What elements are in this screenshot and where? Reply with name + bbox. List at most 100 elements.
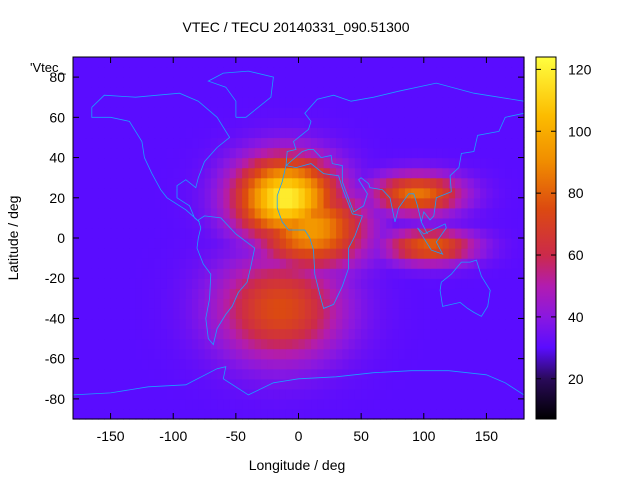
heatmap-cell [98,157,105,169]
coastline [417,223,447,255]
heatmap-cell [498,328,506,340]
heatmap-cell [160,127,168,139]
heatmap-cell [248,127,256,139]
heatmap-cell [311,328,318,340]
heatmap-cell [148,207,156,219]
heatmap-cell [166,318,174,330]
y-tick-label: 80 [49,69,65,85]
heatmap-cell [386,258,394,269]
heatmap-cell [386,117,394,128]
heatmap-cell [442,187,450,199]
heatmap-cell [304,187,312,199]
heatmap-cell [292,348,300,360]
heatmap-cell [273,398,281,410]
heatmap-cell [110,358,118,370]
heatmap-cell [135,157,143,169]
heatmap-cell [73,227,80,239]
heatmap-cell [110,127,118,139]
heatmap-cell [135,77,143,88]
heatmap-cell [254,238,262,249]
heatmap-cell [273,87,281,98]
heatmap-cell [404,288,412,299]
heatmap-cell [198,137,206,149]
heatmap-cell [285,278,293,289]
heatmap-cell [204,348,212,360]
heatmap-cell [242,248,249,259]
heatmap-cell [160,137,168,149]
heatmap-cell [116,147,124,159]
heatmap-cell [423,358,431,370]
heatmap-cell [473,268,481,279]
heatmap-cell [285,187,293,199]
heatmap-cell [154,57,162,68]
heatmap-cell [505,378,513,390]
heatmap-cell [517,97,525,108]
heatmap-cell [248,117,256,128]
heatmap-cell [292,388,300,400]
heatmap-cell [473,177,481,189]
heatmap-cell [217,157,224,169]
heatmap-cell [354,378,362,390]
heatmap-cell [160,318,168,330]
heatmap-cell [398,87,406,98]
heatmap-cell [386,97,394,108]
heatmap-cell [373,378,381,390]
heatmap-cell [455,378,462,390]
heatmap-cell [135,238,143,249]
heatmap-cell [486,207,494,219]
heatmap-cell [85,288,93,299]
heatmap-cell [185,318,193,330]
heatmap-cell [348,388,356,400]
heatmap-cell [404,238,412,249]
heatmap-cell [154,217,162,229]
heatmap-cell [267,187,275,199]
heatmap-cell [104,248,112,259]
heatmap-cell [217,398,224,410]
heatmap-cell [160,77,168,88]
heatmap-cell [79,137,87,149]
heatmap-cell [154,278,162,289]
heatmap-cell [204,207,212,219]
heatmap-cell [455,67,462,78]
heatmap-cell [223,167,231,179]
heatmap-cell [198,318,206,330]
heatmap-cell [498,248,506,259]
heatmap-cell [235,97,243,108]
heatmap-cell [204,227,212,239]
heatmap-cell [217,57,224,68]
heatmap-cell [442,197,450,209]
heatmap-cell [185,117,193,128]
heatmap-cell [505,248,513,259]
heatmap-cell [511,117,519,128]
heatmap-cell [467,358,475,370]
heatmap-cell [73,167,80,179]
heatmap-cell [292,127,300,139]
heatmap-cell [135,207,143,219]
heatmap-cell [104,258,112,269]
heatmap-cell [379,338,387,350]
heatmap-cell [248,318,256,330]
heatmap-cell [73,248,80,259]
heatmap-cell [448,288,456,299]
heatmap-cell [373,278,381,289]
heatmap-cell [248,157,256,169]
heatmap-cell [348,87,356,98]
heatmap-cell [348,298,356,309]
heatmap-cell [411,268,419,279]
heatmap-cell [467,408,475,420]
heatmap-cell [179,227,187,239]
heatmap-cell [329,278,337,289]
heatmap-cell [298,288,306,299]
heatmap-cell [323,388,331,400]
heatmap-cell [329,147,337,159]
heatmap-cell [298,67,306,78]
heatmap-cell [85,398,93,410]
heatmap-cell [473,197,481,209]
heatmap-cell [311,298,318,309]
heatmap-cell [229,87,237,98]
heatmap-cell [279,127,287,139]
heatmap-cell [285,127,293,139]
heatmap-cell [511,378,519,390]
heatmap-cell [404,207,412,219]
heatmap-cell [304,77,312,88]
